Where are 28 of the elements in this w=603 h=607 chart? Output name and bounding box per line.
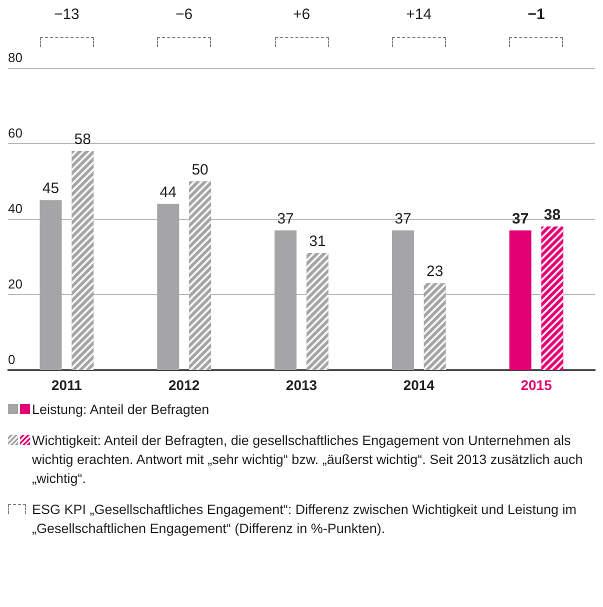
data-label: 23 [426, 263, 444, 280]
x-tick-label: 2014 [403, 377, 435, 393]
text: ESG KPI „Gesellschaftliches Engagement“: Differenz zwischen Wichtigkeit und Leistung im „Gesellschaftlichen Engagement“ (Differenz in %-Punkten). [32, 502, 576, 536]
x-tick-label: 2011 [52, 377, 82, 393]
x-tick-label: 2015 [520, 377, 552, 393]
y-tick-label: 40 [8, 201, 22, 216]
data-label: 37 [512, 210, 529, 228]
data-label: 58 [74, 131, 91, 148]
x-tick-label: 2013 [286, 377, 318, 393]
text: −1 [526, 6, 546, 23]
x-tick-label: 2012 [168, 377, 200, 393]
y-tick-label: 60 [8, 126, 22, 140]
data-label: 37 [277, 210, 294, 228]
data-label: 50 [192, 161, 208, 178]
text: −13 [52, 6, 80, 23]
data-label: 38 [544, 206, 561, 224]
y-tick-label: 0 [8, 352, 16, 367]
data-label: 37 [394, 210, 412, 228]
text: −6 [174, 6, 194, 23]
text: +6 [292, 6, 312, 23]
text: +14 [405, 6, 433, 23]
legend-label: Wichtigkeit: Anteil der Befragten, die gesellschaftliches Engagement von Unternehmen als wichtig erachten. Antwort mit „sehr wichtig“ bzw. „äußerst wichtig“. Seit 2013 zusätzlich auch „wichtig“. [32, 433, 583, 486]
legend-label: Leistung: Anteil der Befragten [32, 402, 210, 417]
data-label: 44 [160, 184, 176, 201]
y-tick-label: 80 [8, 50, 22, 65]
data-label: 45 [42, 180, 60, 198]
y-tick-label: 20 [8, 276, 22, 292]
data-label: 31 [309, 232, 326, 250]
